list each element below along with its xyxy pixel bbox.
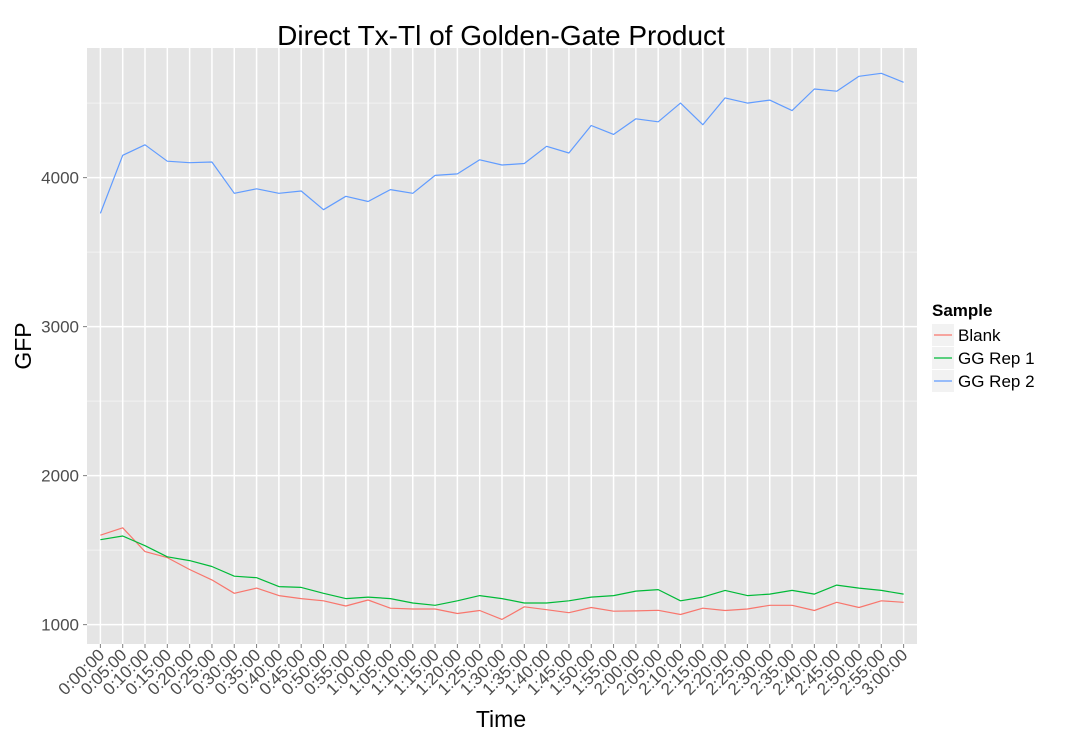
y-axis-ticks: 1000 2000 3000 4000 xyxy=(41,169,87,635)
series-line-gg-rep-2 xyxy=(99,72,904,214)
y-tick-label: 4000 xyxy=(41,169,79,188)
legend-label: GG Rep 2 xyxy=(958,372,1035,391)
legend-label: Blank xyxy=(958,326,1001,345)
chart-title: Direct Tx-Tl of Golden-Gate Product xyxy=(277,20,725,51)
y-tick-label: 3000 xyxy=(41,318,79,337)
series-lines xyxy=(99,72,904,621)
y-tick-label: 2000 xyxy=(41,467,79,486)
legend: Sample Blank GG Rep 1 GG Rep 2 xyxy=(932,301,1035,392)
series-line-gg-rep-1 xyxy=(100,535,904,606)
major-gridlines xyxy=(87,48,917,644)
y-tick-label: 1000 xyxy=(41,616,79,635)
x-axis-ticks: 0:00:000:05:000:10:000:15:000:20:000:25:… xyxy=(55,644,911,699)
x-axis-title: Time xyxy=(476,706,526,732)
legend-title: Sample xyxy=(932,301,992,320)
legend-label: GG Rep 1 xyxy=(958,349,1035,368)
series-line-blank xyxy=(100,527,904,621)
y-axis-title: GFP xyxy=(10,322,36,369)
